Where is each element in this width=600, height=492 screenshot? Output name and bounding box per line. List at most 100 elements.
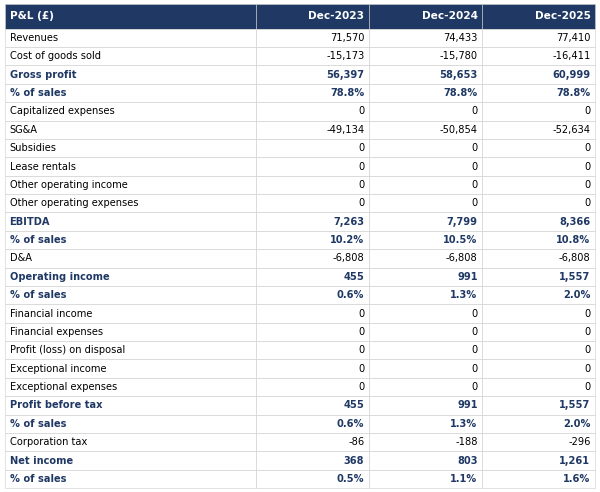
Text: 455: 455 (343, 400, 364, 410)
Bar (5, 157, 256, 176)
Bar (482, 341, 595, 360)
Bar (5, 84, 256, 102)
Text: % of sales: % of sales (10, 419, 66, 429)
Text: 0: 0 (358, 382, 364, 392)
Text: Financial income: Financial income (10, 308, 92, 318)
Text: 78.8%: 78.8% (330, 88, 364, 98)
Text: 10.8%: 10.8% (556, 235, 590, 245)
Bar (482, 65, 595, 84)
Bar (5, 249, 256, 268)
Bar (369, 47, 482, 65)
Bar (369, 121, 482, 139)
Text: Corporation tax: Corporation tax (10, 437, 87, 447)
Text: -15,173: -15,173 (326, 51, 364, 62)
Text: 7,799: 7,799 (446, 216, 478, 227)
Text: 0: 0 (584, 382, 590, 392)
Bar (482, 29, 595, 47)
Bar (5, 341, 256, 360)
Text: Lease rentals: Lease rentals (10, 161, 76, 172)
Text: -15,780: -15,780 (440, 51, 478, 62)
Text: 0: 0 (472, 180, 478, 190)
Bar (5, 102, 256, 121)
Bar (5, 268, 256, 286)
Bar (369, 305, 482, 323)
Bar (482, 286, 595, 305)
Text: 78.8%: 78.8% (556, 88, 590, 98)
Bar (256, 268, 369, 286)
Text: 0: 0 (472, 364, 478, 373)
Bar (256, 305, 369, 323)
Bar (256, 470, 369, 488)
Bar (256, 451, 369, 470)
Text: 0: 0 (472, 382, 478, 392)
Bar (369, 341, 482, 360)
Bar (369, 213, 482, 231)
Text: 0: 0 (584, 143, 590, 153)
Bar (369, 249, 482, 268)
Text: -50,854: -50,854 (440, 125, 478, 135)
Text: Subsidies: Subsidies (10, 143, 56, 153)
Bar (482, 360, 595, 378)
Text: 0: 0 (358, 327, 364, 337)
Text: 0: 0 (472, 345, 478, 355)
Text: EBITDA: EBITDA (10, 216, 50, 227)
Bar (482, 249, 595, 268)
Text: 0.6%: 0.6% (337, 419, 364, 429)
Text: Revenues: Revenues (10, 33, 58, 43)
Bar (482, 84, 595, 102)
Bar (5, 305, 256, 323)
Text: Exceptional income: Exceptional income (10, 364, 106, 373)
Text: 0: 0 (358, 143, 364, 153)
Bar (369, 433, 482, 451)
Text: 455: 455 (343, 272, 364, 282)
Bar (369, 268, 482, 286)
Bar (256, 360, 369, 378)
Bar (5, 47, 256, 65)
Bar (369, 323, 482, 341)
Bar (256, 176, 369, 194)
Bar (5, 29, 256, 47)
Bar (369, 415, 482, 433)
Text: P&L (£): P&L (£) (10, 11, 53, 21)
Text: -6,808: -6,808 (446, 253, 478, 263)
Text: 0: 0 (472, 143, 478, 153)
Bar (369, 139, 482, 157)
Bar (369, 102, 482, 121)
Text: 0: 0 (584, 161, 590, 172)
Text: 2.0%: 2.0% (563, 290, 590, 300)
Text: -52,634: -52,634 (553, 125, 590, 135)
Bar (256, 286, 369, 305)
Bar (482, 157, 595, 176)
Bar (369, 378, 482, 396)
Text: 0: 0 (358, 345, 364, 355)
Bar (369, 360, 482, 378)
Bar (256, 29, 369, 47)
Bar (5, 121, 256, 139)
Bar (5, 396, 256, 415)
Bar (482, 433, 595, 451)
Text: % of sales: % of sales (10, 290, 66, 300)
Text: 0: 0 (584, 180, 590, 190)
Bar (256, 47, 369, 65)
Bar (5, 323, 256, 341)
Text: 0: 0 (584, 198, 590, 208)
Text: 1,261: 1,261 (559, 456, 590, 465)
Bar (482, 213, 595, 231)
Bar (482, 4, 595, 29)
Bar (256, 157, 369, 176)
Bar (369, 194, 482, 213)
Text: 368: 368 (344, 456, 364, 465)
Bar (256, 415, 369, 433)
Bar (369, 470, 482, 488)
Bar (482, 194, 595, 213)
Text: 0: 0 (472, 106, 478, 117)
Bar (256, 194, 369, 213)
Bar (5, 415, 256, 433)
Bar (5, 286, 256, 305)
Bar (482, 47, 595, 65)
Bar (482, 470, 595, 488)
Text: 1.6%: 1.6% (563, 474, 590, 484)
Bar (256, 121, 369, 139)
Text: Operating income: Operating income (10, 272, 109, 282)
Text: Exceptional expenses: Exceptional expenses (10, 382, 117, 392)
